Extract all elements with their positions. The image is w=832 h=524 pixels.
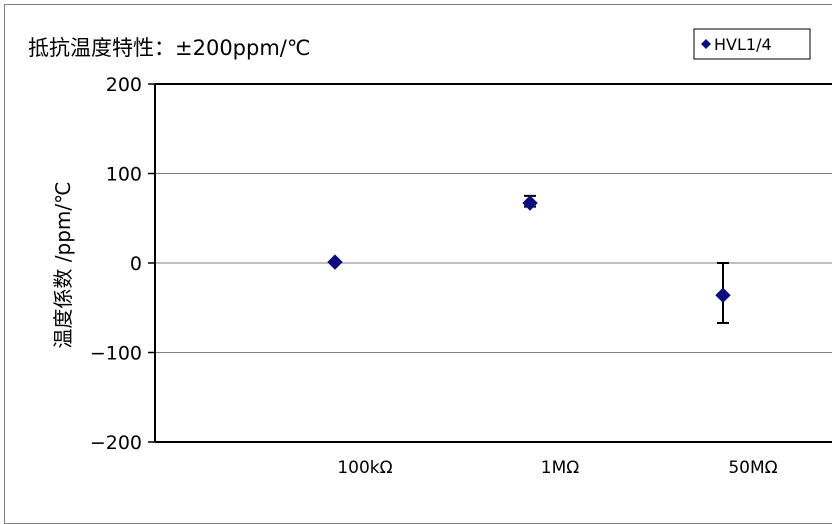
x-category-labels: 100kΩ 1MΩ 50MΩ — [337, 458, 777, 478]
legend-marker-icon — [701, 39, 711, 49]
legend-box — [693, 28, 811, 60]
data-point-100kΩ — [327, 254, 343, 270]
y-tick-label: −100 — [90, 343, 142, 365]
data-points — [327, 195, 731, 303]
x-category-label: 1MΩ — [541, 458, 579, 478]
error-bars — [524, 194, 729, 324]
plot-area — [154, 83, 832, 443]
gridlines — [155, 173, 832, 353]
y-tick-labels: 200 100 0 −100 −200 — [90, 74, 155, 454]
y-tick-label: 100 — [106, 164, 142, 186]
chart: 抵抗温度特性：±200ppm/℃ HVL1/4 2001000−100−200 … — [28, 28, 832, 478]
data-point-50MΩ — [715, 287, 731, 303]
y-tick-label: −200 — [90, 432, 142, 454]
x-category-label: 50MΩ — [728, 458, 777, 478]
y-tick-label: 200 — [106, 74, 142, 96]
x-category-label: 100kΩ — [337, 458, 392, 478]
legend-label: HVL1/4 — [714, 35, 772, 54]
chart-title: 抵抗温度特性：±200ppm/℃ — [28, 36, 310, 60]
y-axis-label: 温度係数 /ppm/℃ — [51, 181, 75, 348]
data-point-1MΩ — [522, 195, 538, 211]
legend: HVL1/4 — [693, 28, 811, 60]
y-tick-label: 0 — [130, 253, 142, 275]
